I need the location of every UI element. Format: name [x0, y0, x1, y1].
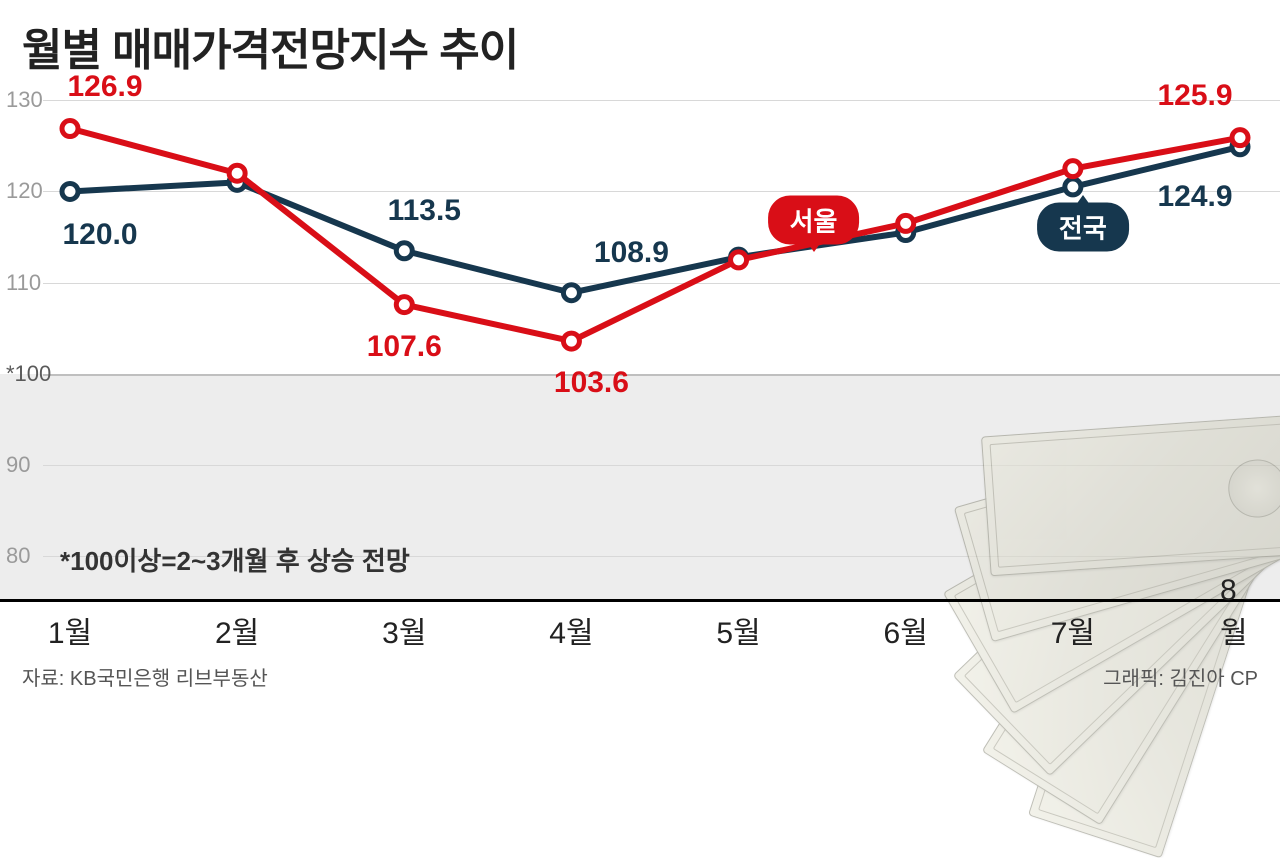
x-tick-label: 3월 — [382, 608, 426, 652]
data-label: 107.6 — [367, 330, 442, 364]
data-label: 124.9 — [1157, 180, 1232, 214]
x-tick-label: 5월 — [716, 608, 760, 652]
data-label: 126.9 — [67, 70, 142, 104]
footnote-100: *100이상=2~3개월 후 상승 전망 — [60, 541, 410, 578]
chart-area: 8090*100110120130 126.9107.6103.6125.912… — [0, 82, 1280, 602]
data-label: 113.5 — [388, 194, 461, 228]
data-label: 125.9 — [1157, 79, 1232, 113]
data-label: 108.9 — [594, 236, 669, 270]
x-axis-line — [0, 599, 1280, 602]
legend-pointer — [1073, 195, 1093, 209]
chart-title: 월별 매매가격전망지수 추이 — [22, 14, 518, 78]
x-tick-label: 1월 — [48, 608, 92, 652]
legend-pointer — [804, 238, 824, 252]
x-tick-label: 7월 — [1051, 608, 1095, 652]
source-text: 자료: KB국민은행 리브부동산 — [22, 662, 268, 691]
data-label: 120.0 — [62, 218, 137, 252]
data-label: 103.6 — [554, 366, 629, 400]
x-tick-label: 2월 — [215, 608, 259, 652]
x-tick-label: 6월 — [884, 608, 928, 652]
line-series-svg — [0, 82, 1280, 602]
x-tick-label: 4월 — [549, 608, 593, 652]
credit-text: 그래픽: 김진아 CP — [1103, 662, 1258, 691]
x-tick-label: 8월 — [1220, 574, 1260, 652]
series-legend: 전국 — [1037, 202, 1129, 251]
